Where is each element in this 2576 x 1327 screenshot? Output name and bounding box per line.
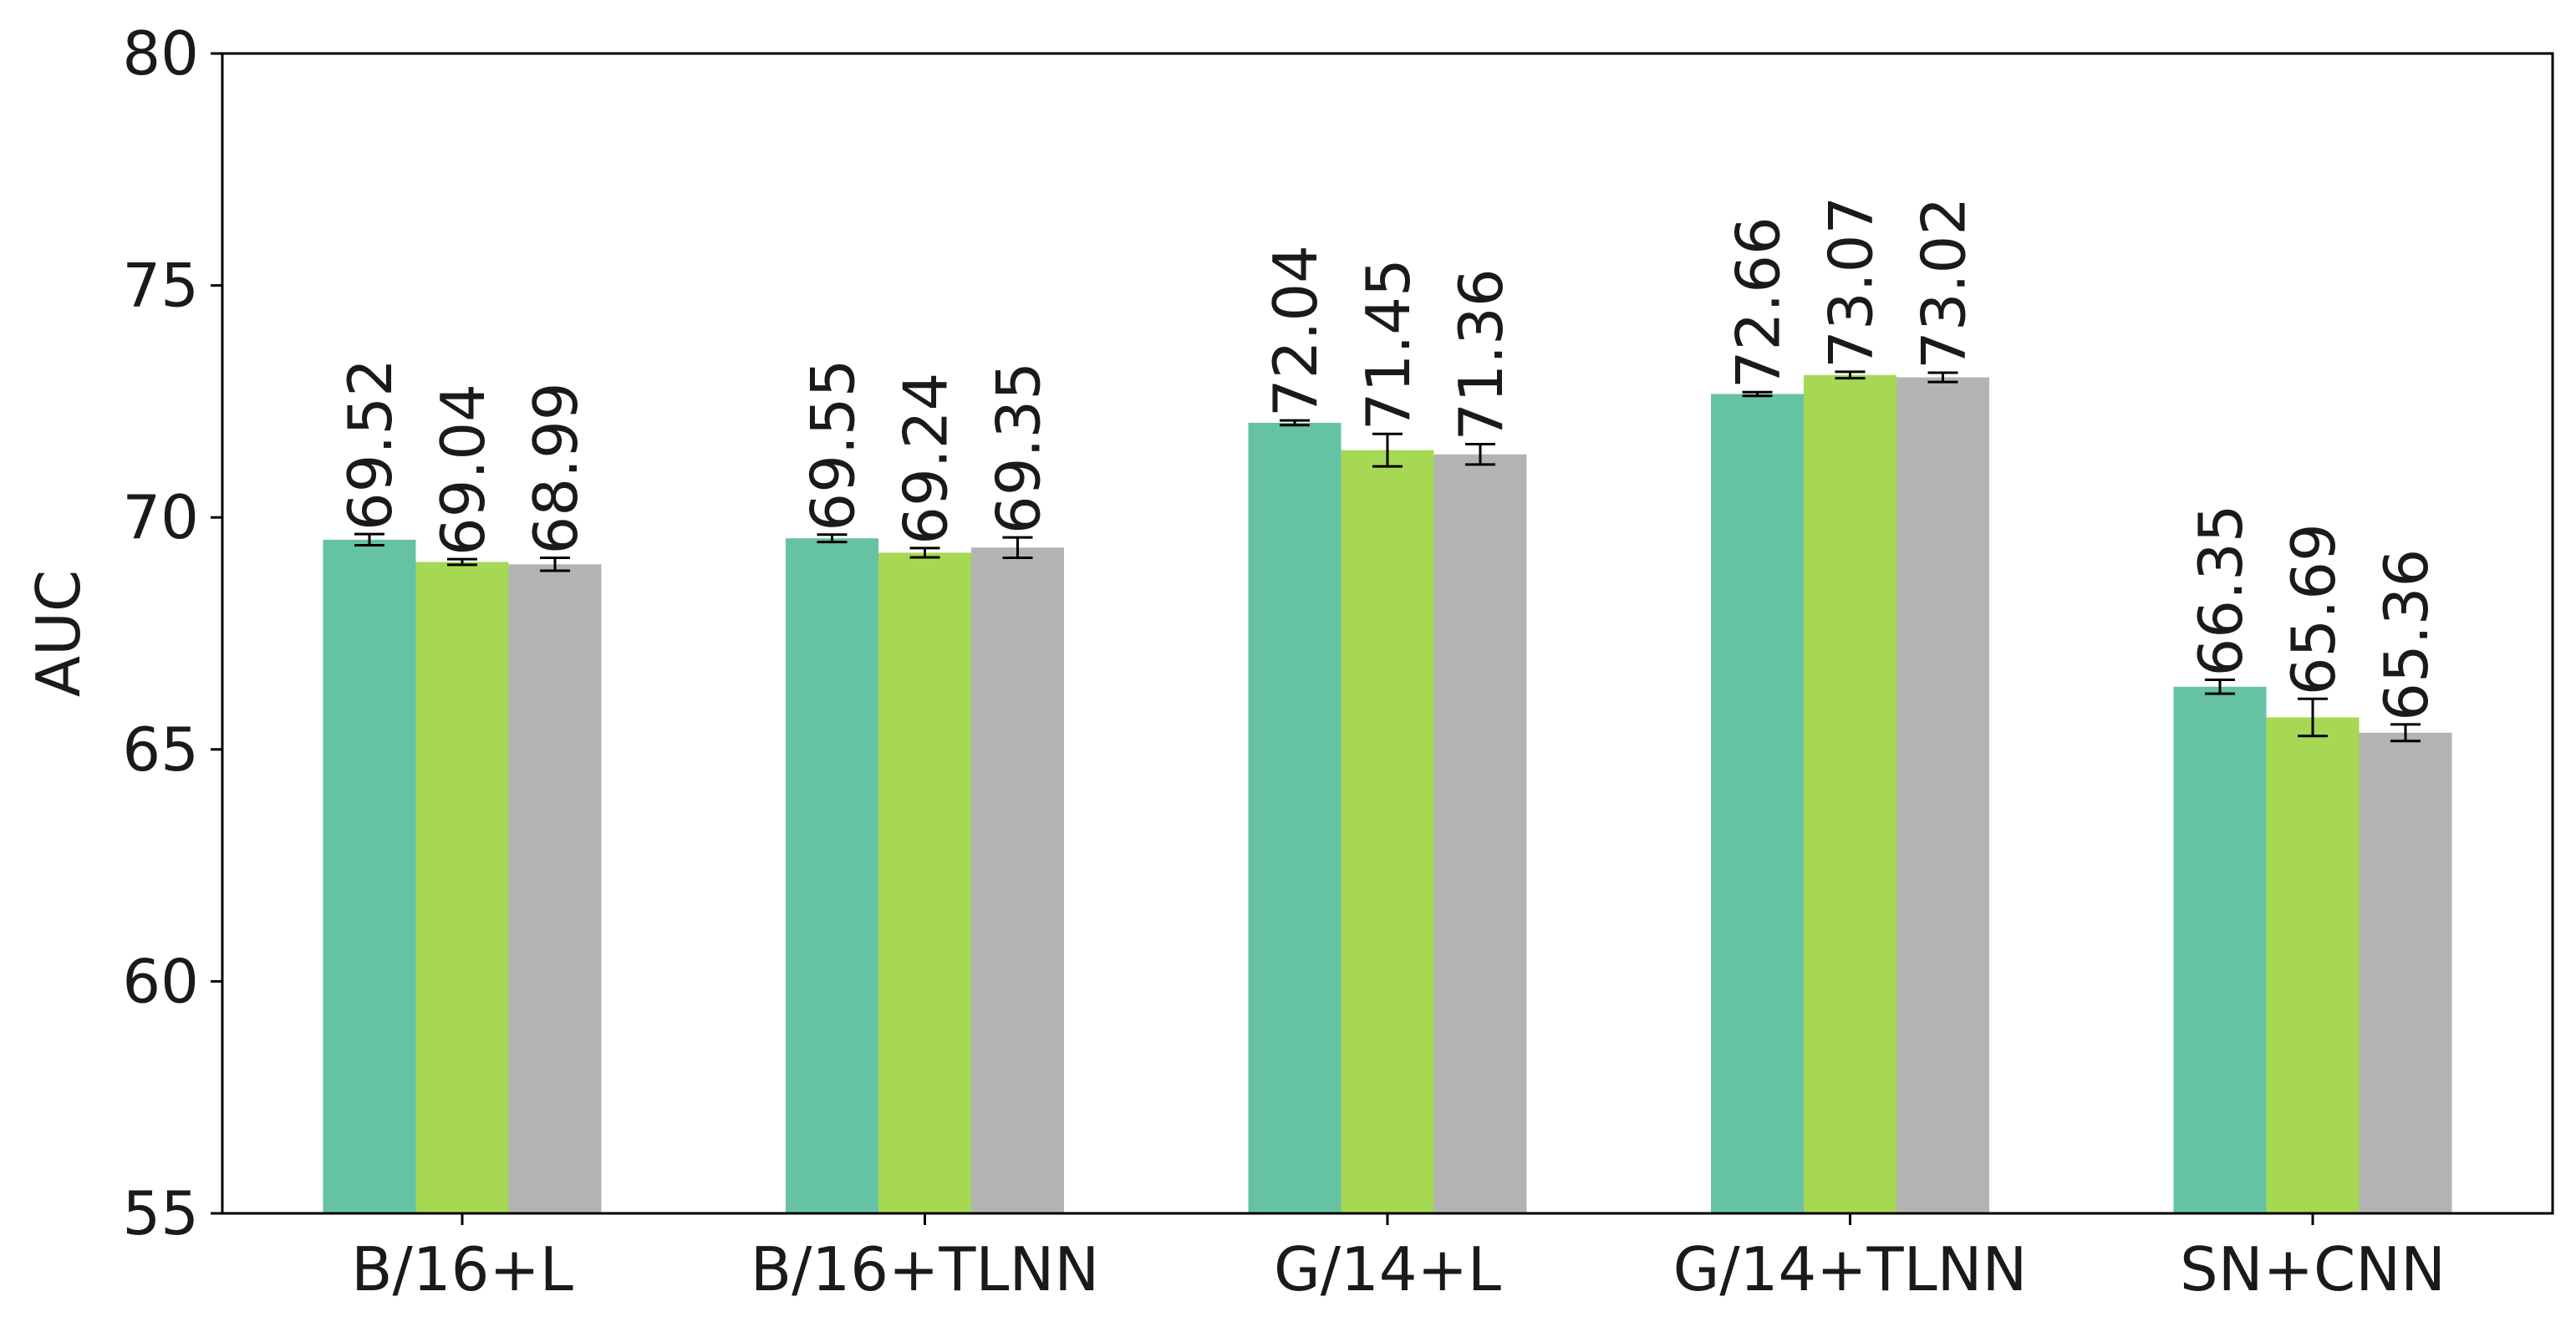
bar-value-label: 72.66 — [1723, 216, 1794, 389]
y-tick-label: 70 — [122, 482, 199, 552]
y-tick-label: 80 — [122, 18, 199, 89]
y-tick-label: 65 — [122, 714, 199, 785]
bar-value-label: 65.36 — [2371, 549, 2441, 721]
error-bar — [2298, 697, 2328, 738]
bar-labels-layer: 69.52 69.04 68.99 69.55 69.24 69.35 72.04 71.45… — [335, 196, 2441, 721]
error-bar — [1002, 536, 1033, 560]
y-tick-label: 75 — [122, 251, 199, 321]
bar — [1433, 454, 1527, 1213]
y-tick-label: 60 — [122, 946, 199, 1016]
bar-value-label: 73.07 — [1816, 196, 1886, 369]
bar-value-label: 71.36 — [1446, 268, 1516, 440]
bars-layer — [323, 374, 2452, 1213]
bar-value-label: 69.04 — [428, 384, 498, 556]
bar-value-label: 68.99 — [521, 382, 591, 554]
bar — [323, 539, 416, 1213]
y-axis-label: AUC — [23, 570, 94, 697]
bar-value-label: 66.35 — [2186, 504, 2256, 676]
error-bar — [2205, 679, 2235, 695]
bar — [971, 547, 1064, 1213]
error-bar — [817, 533, 848, 544]
error-bar — [447, 557, 477, 567]
bar-value-label: 69.52 — [335, 358, 405, 531]
bar — [1341, 450, 1434, 1213]
bar-value-label: 73.02 — [1909, 197, 1979, 369]
bar-value-label: 69.55 — [798, 359, 868, 531]
bar-value-label: 72.04 — [1260, 245, 1331, 417]
bar-value-label: 71.45 — [1353, 258, 1423, 430]
bar — [878, 552, 971, 1213]
bar-value-label: 69.24 — [891, 373, 961, 545]
bar — [1711, 394, 1804, 1213]
bar — [2173, 686, 2267, 1213]
bar — [508, 564, 602, 1213]
error-bar — [354, 532, 384, 547]
bar — [786, 538, 878, 1213]
x-tick-label: G/14+TLNN — [1673, 1234, 2028, 1304]
y-tick-label: 55 — [122, 1178, 199, 1248]
error-bars-layer — [354, 370, 2421, 743]
error-bar — [1835, 370, 1866, 380]
bar — [1896, 377, 1989, 1213]
y-axis: 55 60 65 70 75 80 — [122, 18, 222, 1248]
bar — [415, 562, 509, 1213]
bar — [1804, 374, 1896, 1213]
x-axis: B/16+L B/16+TLNN G/14+L G/14+TLNN SN+CNN — [351, 1213, 2446, 1304]
bar — [2359, 732, 2452, 1213]
error-bar — [1465, 442, 1495, 466]
x-tick-label: B/16+L — [351, 1234, 573, 1304]
error-bar — [1280, 419, 1310, 427]
x-tick-label: G/14+L — [1274, 1234, 1501, 1304]
x-tick-label: B/16+TLNN — [751, 1234, 1099, 1304]
x-tick-label: SN+CNN — [2180, 1234, 2446, 1304]
error-bar — [1927, 371, 1958, 384]
bar — [2266, 717, 2360, 1213]
error-bar — [540, 557, 570, 572]
bar — [1248, 422, 1341, 1213]
error-bar — [2390, 723, 2421, 743]
error-bar — [1372, 432, 1403, 468]
error-bar — [1742, 390, 1773, 398]
error-bar — [909, 547, 940, 559]
bar-value-label: 69.35 — [984, 362, 1054, 534]
bar-value-label: 65.69 — [2278, 523, 2349, 695]
